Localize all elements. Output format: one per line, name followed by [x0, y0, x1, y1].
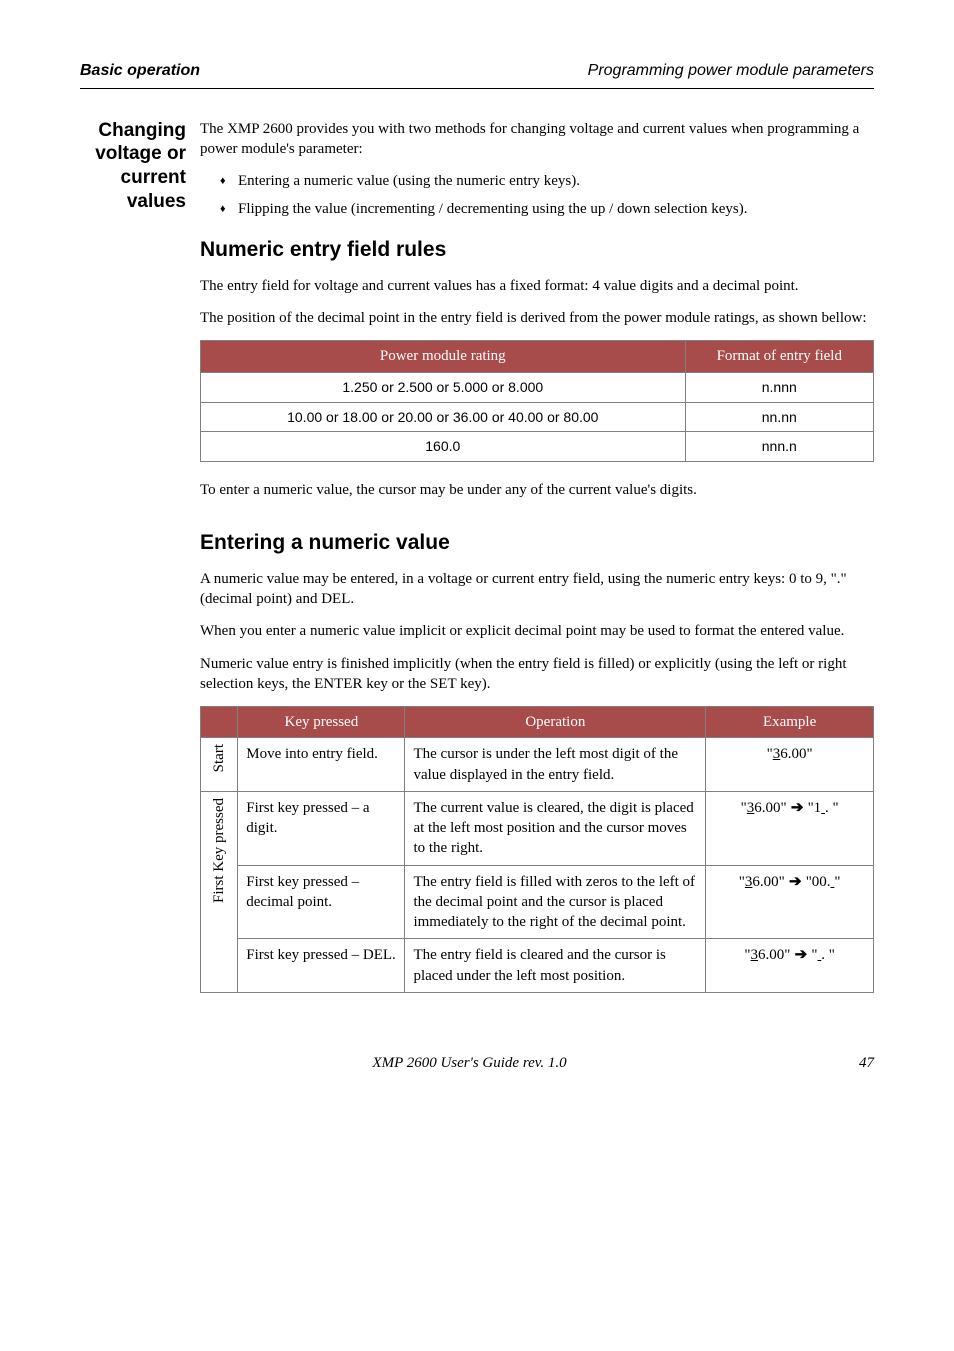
- table-header: Example: [706, 707, 874, 738]
- row-group-label: First Key pressed: [201, 791, 238, 992]
- section-sidebar-title: Changing voltage or current values: [80, 119, 200, 214]
- table-cell-example: "36.00" ➔ " . ": [706, 939, 874, 993]
- section-heading: Entering a numeric value: [200, 529, 874, 557]
- table-cell: 10.00 or 18.00 or 20.00 or 36.00 or 40.0…: [201, 402, 686, 432]
- table-cell-example: "36.00" ➔ "00. ": [706, 865, 874, 939]
- header-right: Programming power module parameters: [588, 60, 874, 82]
- body-paragraph: Numeric value entry is finished implicit…: [200, 654, 874, 695]
- sidebar-line: current: [80, 166, 186, 190]
- body-paragraph: To enter a numeric value, the cursor may…: [200, 480, 874, 500]
- footer-page-number: 47: [859, 1053, 874, 1073]
- table-cell: The entry field is cleared and the curso…: [405, 939, 706, 993]
- table-cell: The current value is cleared, the digit …: [405, 791, 706, 865]
- bullet-item: Entering a numeric value (using the nume…: [220, 171, 874, 191]
- intro-bullets: Entering a numeric value (using the nume…: [200, 171, 874, 220]
- table-row: 10.00 or 18.00 or 20.00 or 36.00 or 40.0…: [201, 402, 874, 432]
- table-cell: The entry field is filled with zeros to …: [405, 865, 706, 939]
- table-cell: First key pressed – decimal point.: [238, 865, 405, 939]
- table-cell: The cursor is under the left most digit …: [405, 738, 706, 792]
- table-header: Power module rating: [201, 341, 686, 372]
- table-cell: nnn.n: [685, 432, 873, 462]
- body-paragraph: The entry field for voltage and current …: [200, 276, 874, 296]
- table-cell: Move into entry field.: [238, 738, 405, 792]
- intro-paragraph: The XMP 2600 provides you with two metho…: [200, 119, 874, 160]
- bullet-item: Flipping the value (incrementing / decre…: [220, 199, 874, 219]
- header-left: Basic operation: [80, 60, 200, 82]
- table-header: Key pressed: [238, 707, 405, 738]
- table-cell: First key pressed – a digit.: [238, 791, 405, 865]
- table-header: [201, 707, 238, 738]
- entry-table: Key pressed Operation Example Start Move…: [200, 706, 874, 993]
- page-header: Basic operation Programming power module…: [80, 60, 874, 82]
- table-cell: 160.0: [201, 432, 686, 462]
- table-cell: nn.nn: [685, 402, 873, 432]
- sidebar-line: voltage or: [80, 142, 186, 166]
- body-paragraph: When you enter a numeric value implicit …: [200, 621, 874, 641]
- body-paragraph: The position of the decimal point in the…: [200, 308, 874, 328]
- table-row: First key pressed – DEL. The entry field…: [201, 939, 874, 993]
- table-row: 1.250 or 2.500 or 5.000 or 8.000 n.nnn: [201, 372, 874, 402]
- table-row: First Key pressed First key pressed – a …: [201, 791, 874, 865]
- table-row: Start Move into entry field. The cursor …: [201, 738, 874, 792]
- format-table: Power module rating Format of entry fiel…: [200, 340, 874, 462]
- table-header: Format of entry field: [685, 341, 873, 372]
- table-cell: 1.250 or 2.500 or 5.000 or 8.000: [201, 372, 686, 402]
- table-cell-example: "36.00" ➔ "1 . ": [706, 791, 874, 865]
- table-header: Operation: [405, 707, 706, 738]
- table-cell: First key pressed – DEL.: [238, 939, 405, 993]
- header-rule: [80, 88, 874, 89]
- body-paragraph: A numeric value may be entered, in a vol…: [200, 569, 874, 610]
- footer-title: XMP 2600 User's Guide rev. 1.0: [372, 1053, 566, 1073]
- page-footer: XMP 2600 User's Guide rev. 1.0 47: [80, 1053, 874, 1073]
- section-heading: Numeric entry field rules: [200, 236, 874, 264]
- table-cell: n.nnn: [685, 372, 873, 402]
- table-row: 160.0 nnn.n: [201, 432, 874, 462]
- row-group-label: Start: [201, 738, 238, 792]
- table-cell-example: "36.00": [706, 738, 874, 792]
- table-row: First key pressed – decimal point. The e…: [201, 865, 874, 939]
- sidebar-line: Changing: [80, 119, 186, 143]
- sidebar-line: values: [80, 190, 186, 214]
